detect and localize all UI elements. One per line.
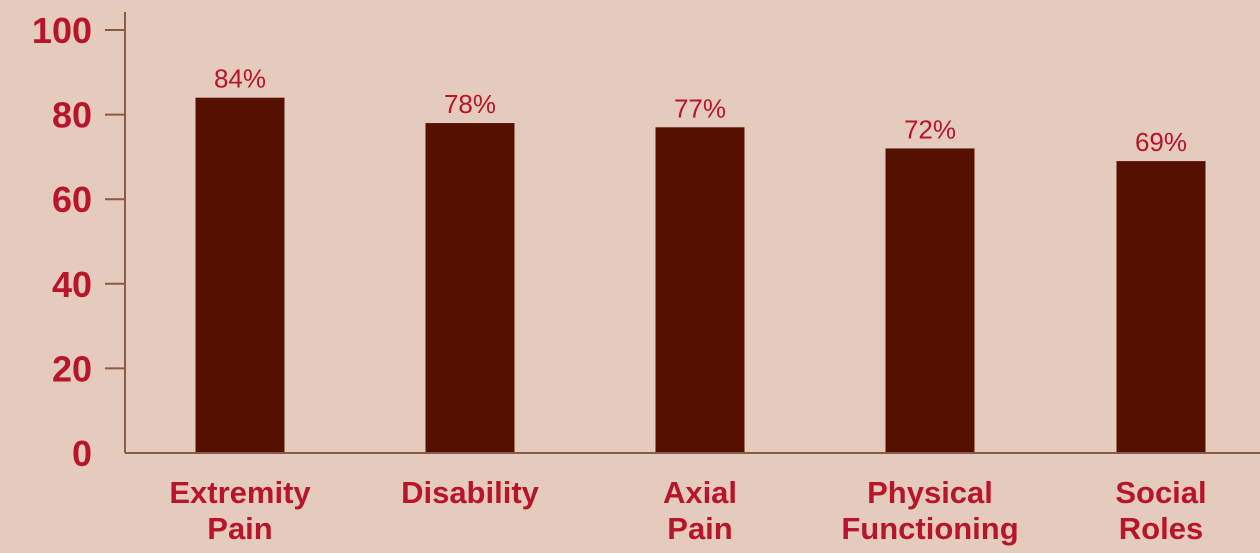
y-tick-label: 100 [32, 10, 92, 51]
data-label: 69% [1135, 127, 1187, 157]
x-tick-label: Axial Pain [663, 475, 737, 546]
data-label: 72% [904, 114, 956, 144]
y-tick-label: 0 [72, 433, 92, 474]
y-tick-label: 80 [52, 95, 92, 136]
data-label: 78% [444, 89, 496, 119]
bar [195, 97, 285, 454]
bar [1116, 161, 1206, 453]
x-tick-label: Physical Functioning [841, 475, 1018, 546]
y-tick-label: 60 [52, 179, 92, 220]
data-label: 84% [214, 64, 266, 94]
bar [885, 148, 975, 453]
x-tick-label: Disability [401, 475, 540, 510]
bar [655, 127, 745, 453]
bar [425, 123, 515, 453]
x-tick-label: Social Roles [1115, 475, 1206, 546]
data-label: 77% [674, 93, 726, 123]
y-tick-label: 40 [52, 264, 92, 305]
x-tick-label: Extremity Pain [169, 475, 311, 546]
y-tick-label: 20 [52, 348, 92, 389]
